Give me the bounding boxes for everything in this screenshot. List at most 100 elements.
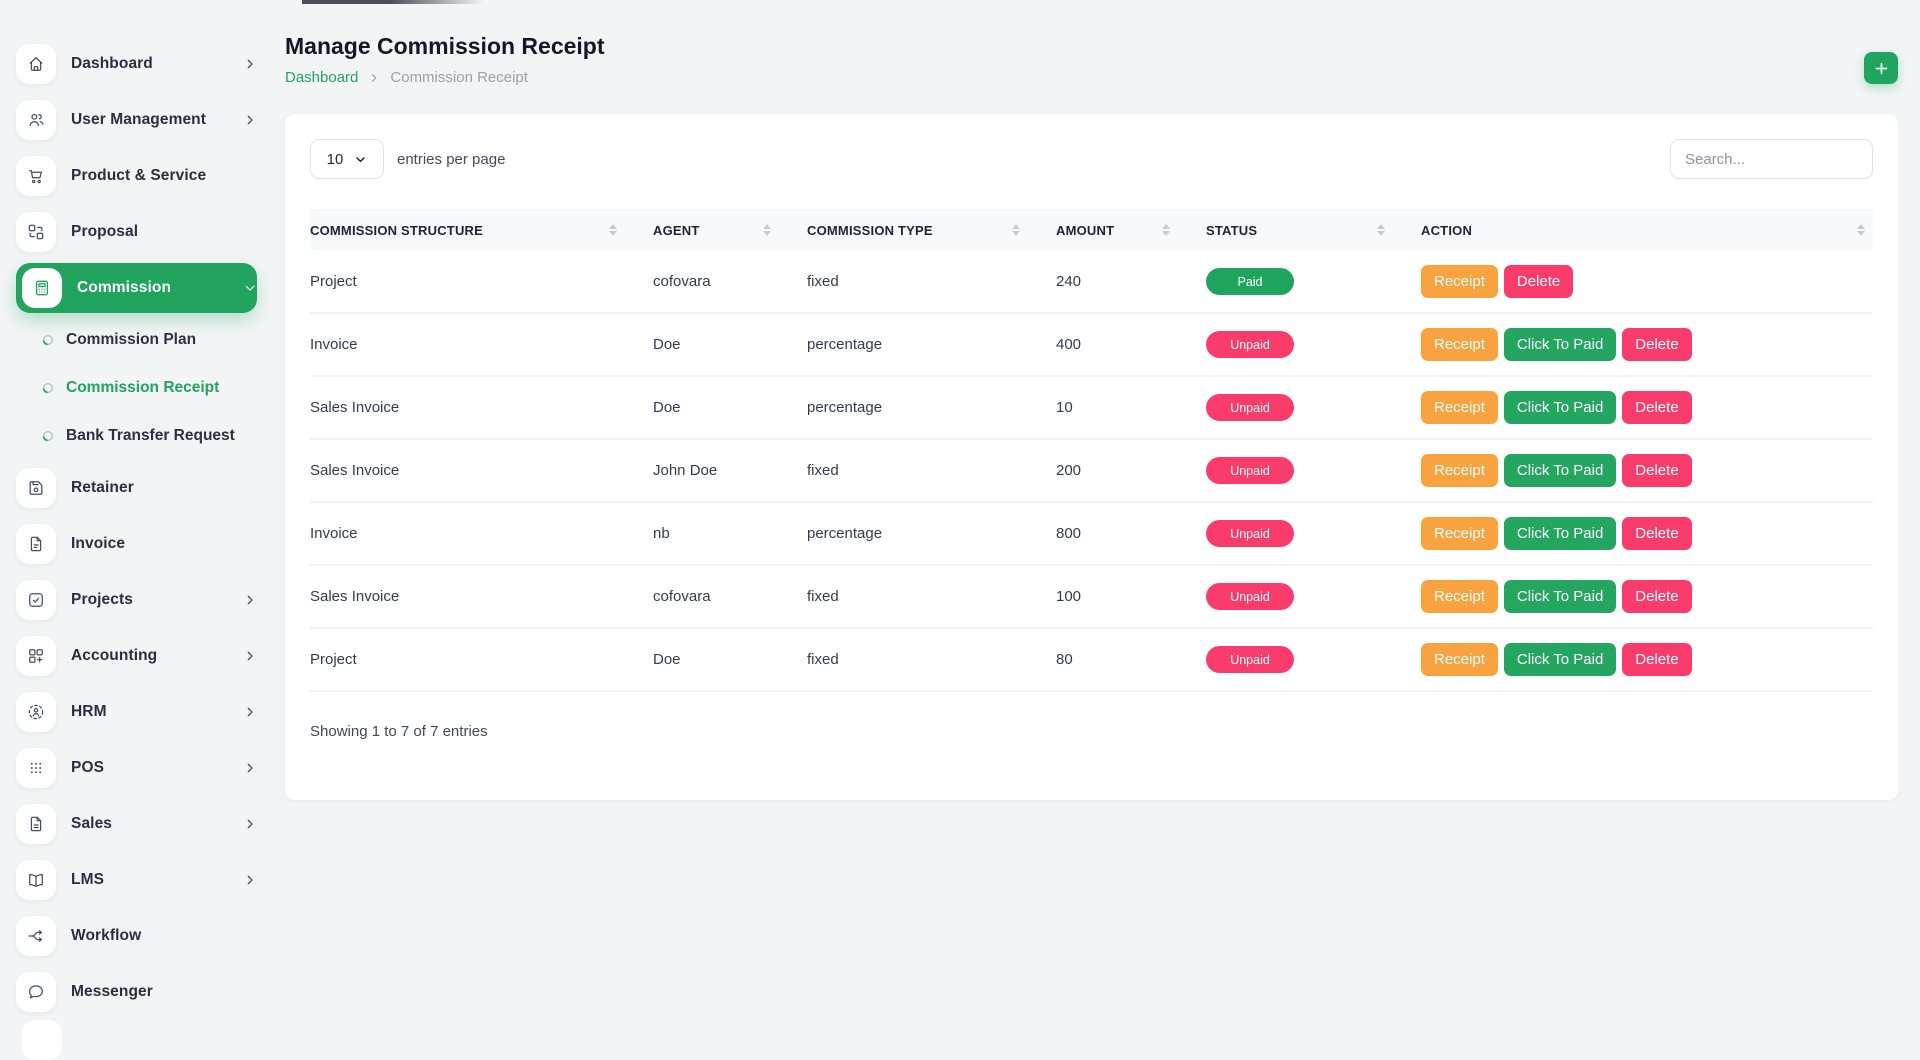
receipt-button[interactable]: Receipt xyxy=(1421,454,1498,487)
replace-icon xyxy=(16,212,56,252)
sidebar-item-label: Proposal xyxy=(71,223,139,240)
cell-structure: Sales Invoice xyxy=(310,462,400,479)
cell-agent: Doe xyxy=(653,399,681,416)
sidebar-subitem-commission-plan[interactable]: Commission Plan xyxy=(0,316,285,364)
column-header-commission-type[interactable]: COMMISSION TYPE xyxy=(807,223,1056,238)
ring-icon xyxy=(40,380,56,396)
cell-structure: Sales Invoice xyxy=(310,588,400,605)
delete-button[interactable]: Delete xyxy=(1622,580,1692,613)
calculator-icon xyxy=(22,268,62,308)
receipt-button[interactable]: Receipt xyxy=(1421,643,1498,676)
sidebar-subitem-commission-receipt[interactable]: Commission Receipt xyxy=(0,364,285,412)
sidebar-item-sales[interactable]: Sales xyxy=(16,796,257,852)
file-icon xyxy=(16,524,56,564)
chevron-right-icon xyxy=(243,873,257,887)
sidebar-item-label: Product & Service xyxy=(71,167,207,184)
breadcrumb-dashboard-link[interactable]: Dashboard xyxy=(285,69,359,86)
cell-structure: Project xyxy=(310,651,357,668)
receipt-button[interactable]: Receipt xyxy=(1421,391,1498,424)
sort-icon xyxy=(609,224,617,236)
status-badge: Unpaid xyxy=(1206,583,1294,610)
cell-structure: Invoice xyxy=(310,525,358,542)
delete-button[interactable]: Delete xyxy=(1622,328,1692,361)
cell-agent: Doe xyxy=(653,336,681,353)
entries-per-page-select[interactable]: 10 xyxy=(310,139,384,179)
sidebar-item-retainer[interactable]: Retainer xyxy=(16,460,257,516)
receipt-button[interactable]: Receipt xyxy=(1421,265,1498,298)
delete-button[interactable]: Delete xyxy=(1622,643,1692,676)
sidebar-item-projects[interactable]: Projects xyxy=(16,572,257,628)
checkbox-icon xyxy=(16,580,56,620)
column-header-commission-structure[interactable]: COMMISSION STRUCTURE xyxy=(310,223,653,238)
sidebar-subitem-bank-transfer-request[interactable]: Bank Transfer Request xyxy=(0,412,285,460)
sidebar-item-product-service[interactable]: Product & Service xyxy=(16,148,257,204)
column-header-amount[interactable]: AMOUNT xyxy=(1056,223,1206,238)
cell-type: fixed xyxy=(807,273,839,290)
sidebar-item-proposal[interactable]: Proposal xyxy=(16,204,257,260)
ring-icon xyxy=(40,428,56,444)
sidebar-item-accounting[interactable]: Accounting xyxy=(16,628,257,684)
sidebar-item-label: Accounting xyxy=(71,647,158,664)
cell-amount: 80 xyxy=(1056,651,1073,668)
delete-button[interactable]: Delete xyxy=(1503,265,1574,298)
sidebar-item-invoice[interactable]: Invoice xyxy=(16,516,257,572)
receipt-button[interactable]: Receipt xyxy=(1421,580,1498,613)
chevron-right-icon xyxy=(243,57,257,71)
chevron-right-icon xyxy=(368,72,380,84)
sidebar-item-label: Retainer xyxy=(71,479,134,496)
cell-type: fixed xyxy=(807,651,839,668)
click-to-paid-button[interactable]: Click To Paid xyxy=(1503,454,1617,487)
click-to-paid-button[interactable]: Click To Paid xyxy=(1503,517,1617,550)
add-button[interactable] xyxy=(1864,52,1898,84)
breadcrumb: Dashboard Commission Receipt xyxy=(285,69,605,86)
delete-button[interactable]: Delete xyxy=(1622,517,1692,550)
sidebar-item-label: Projects xyxy=(71,591,133,608)
click-to-paid-button[interactable]: Click To Paid xyxy=(1503,391,1617,424)
column-header-action[interactable]: ACTION xyxy=(1421,223,1873,238)
click-to-paid-button[interactable]: Click To Paid xyxy=(1503,328,1617,361)
sidebar-item-pos[interactable]: POS xyxy=(16,740,257,796)
table-header-row: COMMISSION STRUCTURE AGENT COMMISSION TY… xyxy=(310,209,1873,251)
sidebar-subitem-label: Commission Plan xyxy=(66,331,197,348)
click-to-paid-button[interactable]: Click To Paid xyxy=(1503,580,1617,613)
cell-amount: 400 xyxy=(1056,336,1082,353)
sidebar-item-lms[interactable]: LMS xyxy=(16,852,257,908)
column-header-agent[interactable]: AGENT xyxy=(653,223,807,238)
entries-per-page-value: 10 xyxy=(326,150,344,168)
sidebar-item-commission[interactable]: Commission xyxy=(16,263,257,313)
sort-icon xyxy=(763,224,771,236)
cell-agent: cofovara xyxy=(653,588,711,605)
cell-type: fixed xyxy=(807,462,839,479)
sidebar-item-user-management[interactable]: User Management xyxy=(16,92,257,148)
delete-button[interactable]: Delete xyxy=(1622,454,1692,487)
sidebar-item-dashboard[interactable]: Dashboard xyxy=(16,36,257,92)
floppy-icon xyxy=(16,468,56,508)
column-header-status[interactable]: STATUS xyxy=(1206,223,1421,238)
sidebar-item-workflow[interactable]: Workflow xyxy=(16,908,257,964)
page-title: Manage Commission Receipt xyxy=(285,33,605,59)
cell-agent: nb xyxy=(653,525,670,542)
cell-agent: John Doe xyxy=(653,462,718,479)
cell-amount: 100 xyxy=(1056,588,1082,605)
sidebar-item-label: Commission xyxy=(77,279,172,296)
page-header: Manage Commission Receipt Dashboard Comm… xyxy=(285,33,1898,86)
entries-per-page-label: entries per page xyxy=(397,150,506,168)
status-badge: Paid xyxy=(1206,268,1294,295)
cell-type: fixed xyxy=(807,588,839,605)
delete-button[interactable]: Delete xyxy=(1622,391,1692,424)
cell-structure: Project xyxy=(310,273,357,290)
sidebar: Dashboard User Management Product & Serv… xyxy=(0,0,285,1060)
split-arrows-icon xyxy=(16,916,56,956)
search-input[interactable] xyxy=(1670,139,1873,179)
sidebar-item-label: Sales xyxy=(71,815,113,832)
table-row: Sales Invoice Doe percentage 10 Unpaid R… xyxy=(310,377,1873,440)
sidebar-item-messenger[interactable]: Messenger xyxy=(16,964,257,1020)
sidebar-item-label: Dashboard xyxy=(71,55,153,72)
sort-icon xyxy=(1012,224,1020,236)
receipt-button[interactable]: Receipt xyxy=(1421,517,1498,550)
sidebar-item-hrm[interactable]: HRM xyxy=(16,684,257,740)
click-to-paid-button[interactable]: Click To Paid xyxy=(1503,643,1617,676)
receipt-button[interactable]: Receipt xyxy=(1421,328,1498,361)
cart-icon xyxy=(16,156,56,196)
table-row: Invoice Doe percentage 400 Unpaid Receip… xyxy=(310,314,1873,377)
